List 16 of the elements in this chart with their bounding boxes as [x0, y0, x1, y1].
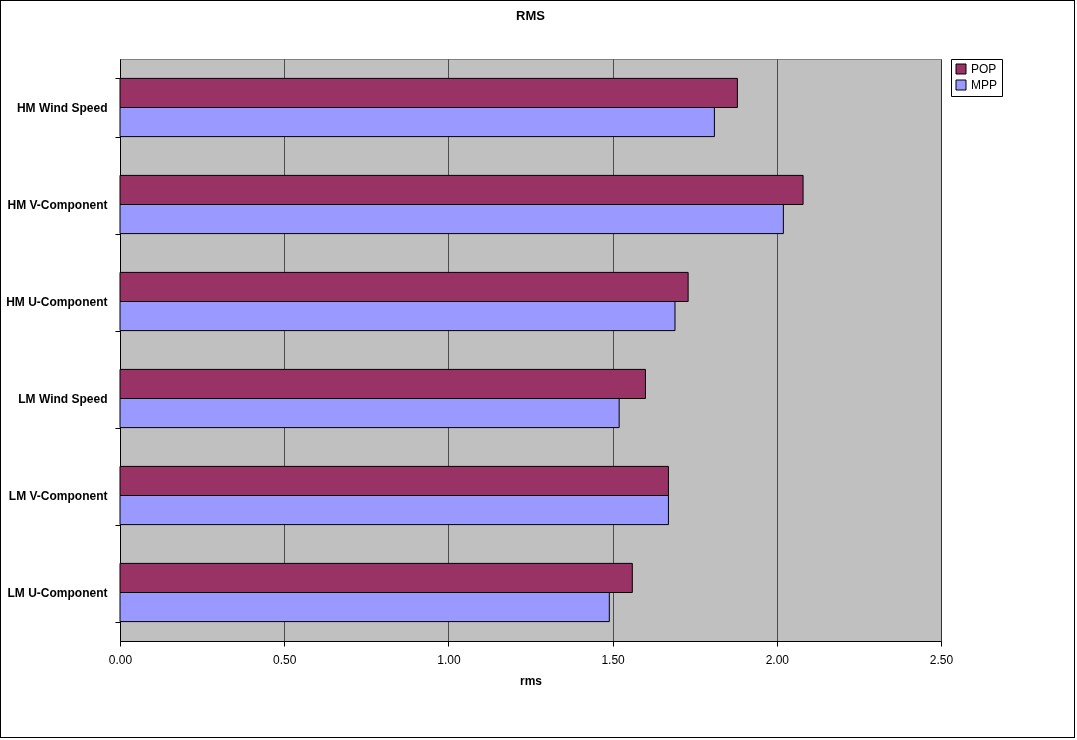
y-tick-label: HM U-Component — [6, 295, 108, 309]
x-tick-label: 2.50 — [929, 652, 954, 667]
legend-label: MPP — [971, 78, 998, 92]
y-tick-label: LM U-Component — [7, 586, 108, 600]
y-tick-label: HM V-Component — [7, 198, 108, 212]
x-axis-title: rms — [519, 673, 543, 688]
y-tick-label: LM V-Component — [8, 489, 108, 503]
x-tick-label: 0.50 — [273, 652, 297, 667]
legend-label: POP — [971, 62, 997, 76]
x-tick-label: 0.00 — [108, 652, 133, 667]
x-tick-label: 1.50 — [601, 652, 626, 667]
y-tick-label: LM Wind Speed — [18, 392, 108, 406]
x-tick-label: 1.00 — [437, 652, 461, 667]
y-tick-label: HM Wind Speed — [16, 101, 108, 115]
x-tick-label: 2.00 — [765, 652, 790, 667]
chart-title: RMS — [516, 8, 546, 23]
